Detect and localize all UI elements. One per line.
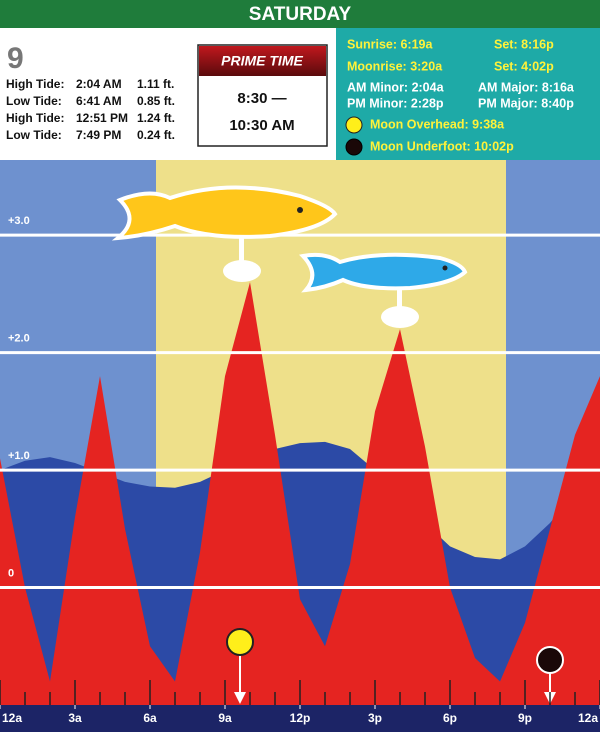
y-tick-label: 0 bbox=[8, 567, 14, 579]
moon-underfoot-icon bbox=[345, 138, 363, 156]
y-tick-label: +2.0 bbox=[8, 333, 30, 345]
sunset: Set: 8:16p bbox=[494, 37, 554, 51]
prime-time-title: PRIME TIME bbox=[221, 53, 303, 69]
moon-overhead-icon bbox=[345, 116, 363, 134]
sun-moon-panel bbox=[336, 28, 600, 160]
sunrise: Sunrise: 6:19a bbox=[347, 37, 434, 51]
tide-time: 12:51 PM bbox=[76, 111, 128, 125]
y-tick-label: +1.0 bbox=[8, 450, 30, 462]
fish-post bbox=[397, 288, 402, 312]
x-tick-label: 3p bbox=[368, 711, 382, 725]
tide-time: 6:41 AM bbox=[76, 94, 122, 108]
x-tick-label: 9p bbox=[518, 711, 532, 725]
fish-post-base bbox=[381, 306, 419, 328]
fish-eye bbox=[297, 207, 303, 213]
arrow-head bbox=[234, 692, 246, 704]
am-minor: AM Minor: 2:04a bbox=[347, 80, 445, 94]
date: 9 bbox=[7, 42, 24, 75]
pm-minor: PM Minor: 2:28p bbox=[347, 96, 444, 110]
prime-time-start: 8:30 — bbox=[237, 90, 286, 107]
x-axis: 12a 3a 6a 9a 12p 3p 6p 9p 12a bbox=[0, 680, 600, 725]
tide-label: High Tide: bbox=[6, 111, 64, 125]
x-tick-label: 12a bbox=[578, 711, 598, 725]
x-tick-label: 6p bbox=[443, 711, 457, 725]
tide-height: 0.24 ft. bbox=[137, 128, 175, 142]
moon-underfoot: Moon Underfoot: 10:02p bbox=[370, 139, 514, 153]
x-tick-label: 6a bbox=[143, 711, 157, 725]
moonset: Set: 4:02p bbox=[494, 59, 554, 73]
tide-time: 2:04 AM bbox=[76, 77, 122, 91]
x-tick-label: 12a bbox=[2, 711, 22, 725]
tide-label: High Tide: bbox=[6, 77, 64, 91]
moon-overhead-marker bbox=[226, 628, 254, 656]
decor bbox=[111, 185, 564, 704]
plot: +3.0 +2.0 +1.0 0 bbox=[0, 215, 600, 705]
fish-small bbox=[299, 252, 468, 293]
pm-major: PM Major: 8:40p bbox=[478, 96, 574, 110]
fish-post bbox=[239, 236, 244, 264]
moon-underfoot-marker bbox=[536, 646, 564, 674]
y-tick-label: +3.0 bbox=[8, 215, 30, 227]
fish-large bbox=[111, 185, 338, 241]
prime-time-end: 10:30 AM bbox=[229, 117, 294, 134]
activity-area bbox=[0, 282, 600, 705]
moonrise: Moonrise: 3:20a bbox=[347, 59, 443, 73]
prime-time-header bbox=[199, 46, 326, 76]
moon-overhead: Moon Overhead: 9:38a bbox=[370, 117, 505, 131]
tide-height: 1.11 ft. bbox=[137, 77, 174, 91]
fish-post-base bbox=[223, 260, 261, 282]
day-title: SATURDAY bbox=[249, 4, 352, 25]
x-tick-label: 3a bbox=[68, 711, 82, 725]
tide-height: 1.24 ft. bbox=[137, 111, 175, 125]
am-major: AM Major: 8:16a bbox=[478, 80, 575, 94]
fish-eye bbox=[442, 265, 448, 271]
tide-label: Low Tide: bbox=[6, 128, 62, 142]
tide-label: Low Tide: bbox=[6, 94, 62, 108]
tide-height: 0.85 ft. bbox=[137, 94, 175, 108]
tide-time: 7:49 PM bbox=[76, 128, 121, 142]
x-tick-label: 12p bbox=[290, 711, 311, 725]
tide-list: High Tide: 2:04 AM 1.11 ft. Low Tide: 6:41 A… bbox=[6, 77, 175, 142]
header-bar bbox=[0, 0, 600, 28]
x-tick-label: 9a bbox=[218, 711, 232, 725]
x-axis-bar bbox=[0, 705, 600, 732]
